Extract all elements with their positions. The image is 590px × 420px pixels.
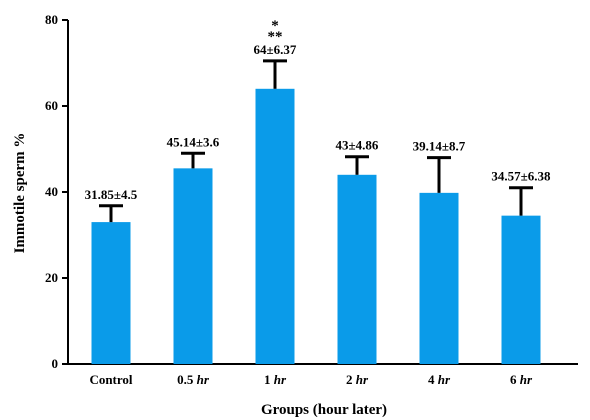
bar bbox=[419, 192, 459, 364]
y-tick-label: 80 bbox=[45, 12, 58, 27]
data-label: 64±6.37 bbox=[254, 42, 297, 57]
y-tick-label: 60 bbox=[45, 98, 58, 113]
bar bbox=[255, 88, 295, 365]
y-tick-label: 40 bbox=[45, 184, 58, 199]
x-tick-label: 6 hr bbox=[510, 372, 533, 387]
x-tick-label: 0.5 hr bbox=[177, 372, 210, 387]
y-tick-label: 0 bbox=[52, 356, 59, 371]
y-tick-label: 20 bbox=[45, 270, 58, 285]
x-tick-label: Control bbox=[89, 372, 132, 387]
significance-mark: * bbox=[271, 18, 279, 34]
data-label: 39.14±8.7 bbox=[413, 139, 466, 154]
x-tick-label: 4 hr bbox=[428, 372, 451, 387]
bar bbox=[91, 222, 131, 364]
plot-area: 0 20 40 60 80 31.85±4.5 Control 45.14±3.6 0.5 hr… bbox=[45, 12, 578, 387]
x-axis-title: Groups (hour later) bbox=[261, 402, 387, 418]
y-axis-title: Immotile sperm % bbox=[12, 133, 28, 254]
bar bbox=[337, 174, 377, 364]
data-label: 45.14±3.6 bbox=[167, 134, 220, 149]
bar bbox=[501, 215, 541, 364]
x-tick-label: 2 hr bbox=[346, 372, 369, 387]
significance-mark: ** bbox=[268, 29, 283, 45]
x-tick-label: 1 hr bbox=[264, 372, 287, 387]
data-label: 34.57±6.38 bbox=[491, 169, 551, 184]
data-label: 31.85±4.5 bbox=[85, 187, 138, 202]
data-label: 43±4.86 bbox=[336, 138, 379, 153]
bar bbox=[173, 168, 213, 364]
